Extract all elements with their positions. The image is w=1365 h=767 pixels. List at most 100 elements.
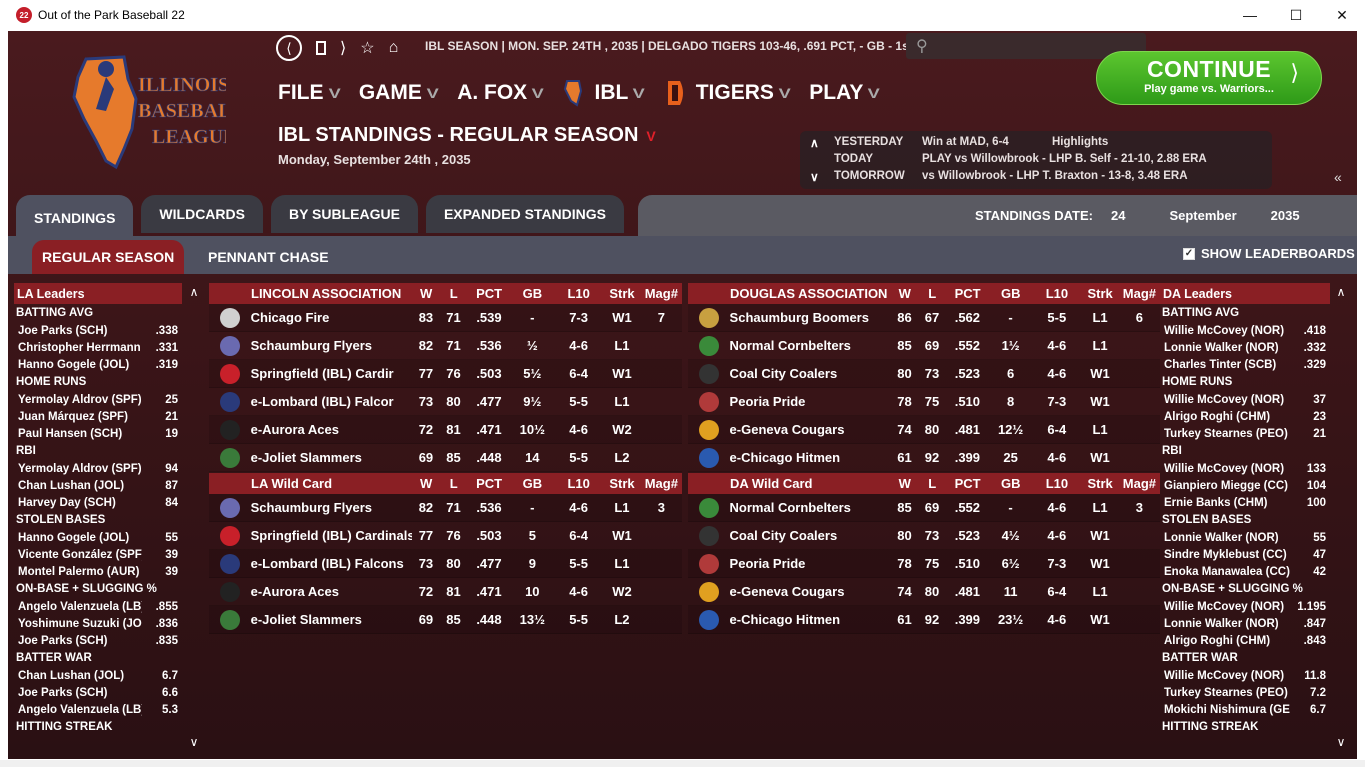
table-row[interactable]: e-Lombard (IBL) Falcons 73 80 .477 9 5-5 L1 <box>209 550 682 578</box>
maximize-button[interactable]: ☐ <box>1289 6 1303 23</box>
bookmark-icon[interactable] <box>316 41 326 55</box>
tab-by-subleague[interactable]: BY SUBLEAGUE <box>270 195 418 233</box>
table-row[interactable]: e-Joliet Slammers 69 85 .448 14 5-5 L2 <box>209 444 682 472</box>
leader-row[interactable]: Joe Parks (SCH) .338 <box>14 322 182 339</box>
column-header[interactable]: PCT <box>476 286 503 301</box>
leader-row[interactable]: Ângelo Valenzuela (LB) .855 <box>14 598 182 615</box>
table-row[interactable]: e-Lombard (IBL) Falcor 73 80 .477 9½ 5-5 L1 <box>209 388 682 416</box>
show-leaderboards-toggle[interactable]: ✓ SHOW LEADERBOARDS <box>1183 246 1355 261</box>
leader-category[interactable]: RBI <box>16 445 36 457</box>
chevron-down-icon[interactable]: ∨ <box>810 170 819 184</box>
subtab-pennant-chase[interactable]: PENNANT CHASE <box>208 249 329 265</box>
tab-expanded-standings[interactable]: EXPANDED STANDINGS <box>425 195 625 233</box>
leader-row[interactable]: Yoshimune Suzuki (JOL .836 <box>14 615 182 632</box>
leader-row[interactable]: Ernie Banks (CHM) 100 <box>1160 494 1330 511</box>
team-name[interactable]: Peoria Pride <box>729 556 806 571</box>
leader-category[interactable]: HOME RUNS <box>1162 376 1233 388</box>
column-header[interactable]: GB <box>1001 286 1021 301</box>
column-header[interactable]: Strk <box>609 476 635 491</box>
column-header[interactable]: Mag# <box>1122 476 1157 491</box>
column-header[interactable]: Mag# <box>1122 286 1157 301</box>
schedule-tomorrow[interactable]: ∨ TOMORROW vs Willowbrook - LHP T. Braxt… <box>810 170 1188 184</box>
scroll-down-icon[interactable]: ∨ <box>1336 735 1346 749</box>
menu-play[interactable]: PLAY V <box>809 81 881 104</box>
column-header[interactable]: Mag# <box>644 286 678 301</box>
column-header[interactable]: GB <box>522 286 543 301</box>
table-row[interactable]: e-Aurora Aces 72 81 .471 10½ 4-6 W2 <box>209 416 682 444</box>
leader-row[interactable]: Enoka Manawalea (CC) 42 <box>1160 563 1330 580</box>
leader-row[interactable]: Paul Hansen (SCH) 19 <box>14 425 182 442</box>
standings-month[interactable]: September <box>1169 208 1237 223</box>
leader-row[interactable]: Yermolay Aldrov (SPF) 25 <box>14 391 182 408</box>
leader-row[interactable]: Lonnie Walker (NOR) 55 <box>1160 529 1330 546</box>
standings-day[interactable]: 24 <box>1110 208 1126 223</box>
menu-game[interactable]: GAME V <box>358 81 439 104</box>
column-header[interactable]: L <box>928 286 937 301</box>
table-row[interactable]: e-Chicago Hitmen 61 92 .399 25 4-6 W1 <box>688 444 1160 472</box>
team-name[interactable]: Coal City Coalers <box>729 528 838 543</box>
leader-category[interactable]: BATTING AVG <box>1162 307 1240 319</box>
team-name[interactable]: Peoria Pride <box>729 394 806 409</box>
leader-row[interactable]: Willie McCovey (NOR) 1.195 <box>1160 598 1330 615</box>
home-icon[interactable]: ⌂ <box>388 39 399 56</box>
column-header[interactable]: L10 <box>567 476 590 491</box>
column-header[interactable]: PCT <box>954 476 981 491</box>
table-row[interactable]: Peoria Pride 78 75 .510 8 7-3 W1 <box>688 388 1160 416</box>
table-row[interactable]: Schaumburg Flyers 82 71 .536 ½ 4-6 L1 <box>209 332 682 360</box>
forward-icon[interactable]: ⟩ <box>340 40 347 57</box>
leader-row[interactable]: Harvey Day (SCH) 84 <box>14 494 182 511</box>
leader-row[interactable]: Joe Parks (SCH) .835 <box>14 632 182 649</box>
checkbox-icon[interactable]: ✓ <box>1183 247 1195 260</box>
team-name[interactable]: e-Joliet Slammers <box>250 450 362 465</box>
leader-row[interactable]: Willie McCovey (NOR) 11.8 <box>1160 667 1330 684</box>
leader-row[interactable]: Chan Lushan (JOL) 6.7 <box>14 667 182 684</box>
leader-category[interactable]: ON-BASE + SLUGGING % <box>1162 583 1303 595</box>
table-row[interactable]: e-Joliet Slammers 69 85 .448 13½ 5-5 L2 <box>209 606 682 634</box>
table-row[interactable]: Normal Cornbelters 85 69 .552 1½ 4-6 L1 <box>688 332 1160 360</box>
subtab-regular-season[interactable]: REGULAR SEASON <box>32 240 185 274</box>
chevron-up-icon[interactable]: ∧ <box>810 136 819 150</box>
leader-category[interactable]: BATTER WAR <box>1162 652 1238 664</box>
column-header[interactable]: Strk <box>609 286 635 301</box>
leader-row[interactable]: Christopher Herrmann .331 <box>14 339 182 356</box>
table-row[interactable]: Chicago Fire 83 71 .539 - 7-3 W1 7 <box>209 304 682 332</box>
leader-row[interactable]: Lonnie Walker (NOR) .847 <box>1160 615 1330 632</box>
table-row[interactable]: Springfield (IBL) Cardinals 77 76 .503 5 6-4 W… <box>209 522 682 550</box>
leader-row[interactable]: Lonnie Walker (NOR) .332 <box>1160 339 1330 356</box>
team-name[interactable]: e-Lombard (IBL) Falcons <box>250 556 404 571</box>
leader-row[interactable]: Willie McCovey (NOR) 133 <box>1160 460 1330 477</box>
table-row[interactable]: e-Aurora Aces 72 81 .471 10 4-6 W2 <box>209 578 682 606</box>
scroll-up-icon[interactable]: ∧ <box>1336 285 1346 299</box>
column-header[interactable]: L10 <box>1045 476 1069 491</box>
team-name[interactable]: Springfield (IBL) Cardir <box>250 366 394 381</box>
back-icon[interactable]: ⟨ <box>276 35 302 61</box>
leader-row[interactable]: Charles Tinter (SCB) .329 <box>1160 356 1330 373</box>
table-row[interactable]: Normal Cornbelters 85 69 .552 - 4-6 L1 3 <box>688 494 1160 522</box>
team-name[interactable]: e-Geneva Cougars <box>729 584 845 599</box>
leader-category[interactable]: ON-BASE + SLUGGING % <box>16 583 157 595</box>
table-row[interactable]: e-Chicago Hitmen 61 92 .399 23½ 4-6 W1 <box>688 606 1160 634</box>
column-header[interactable]: L <box>449 286 458 301</box>
team-name[interactable]: Normal Cornbelters <box>729 500 851 515</box>
leader-row[interactable]: Mokichi Nishimura (GEN 6.7 <box>1160 701 1330 718</box>
team-name[interactable]: e-Lombard (IBL) Falcor <box>250 394 394 409</box>
leader-row[interactable]: Hanno Gogele (JOL) .319 <box>14 356 182 373</box>
highlights-link[interactable]: Highlights <box>1052 136 1109 148</box>
leader-category[interactable]: HITTING STREAK <box>16 721 113 733</box>
standings-year[interactable]: 2035 <box>1270 208 1300 223</box>
column-header[interactable]: W <box>420 476 433 491</box>
leader-row[interactable]: Gianpiero Miegge (CC) 104 <box>1160 477 1330 494</box>
leader-row[interactable]: Willie McCovey (NOR) .418 <box>1160 322 1330 339</box>
schedule-yesterday[interactable]: ∧ YESTERDAY Win at MAD, 6-4 Highlights <box>810 136 1109 150</box>
column-header[interactable]: PCT <box>954 286 981 301</box>
star-icon[interactable]: ☆ <box>360 40 375 57</box>
collapse-icon[interactable]: « <box>1334 169 1342 185</box>
team-name[interactable]: Springfield (IBL) Cardinals <box>250 528 413 543</box>
menu-team[interactable]: TIGERS V <box>664 79 791 107</box>
team-name[interactable]: Schaumburg Boomers <box>729 310 869 325</box>
leader-row[interactable]: Ângelo Valenzuela (LB) 5.3 <box>14 701 182 718</box>
team-name[interactable]: e-Chicago Hitmen <box>729 450 841 465</box>
continue-button[interactable]: CONTINUE Play game vs. Warriors... ⟩ <box>1096 51 1322 105</box>
column-header[interactable]: W <box>898 476 911 491</box>
table-row[interactable]: e-Geneva Cougars 74 80 .481 12½ 6-4 L1 <box>688 416 1160 444</box>
